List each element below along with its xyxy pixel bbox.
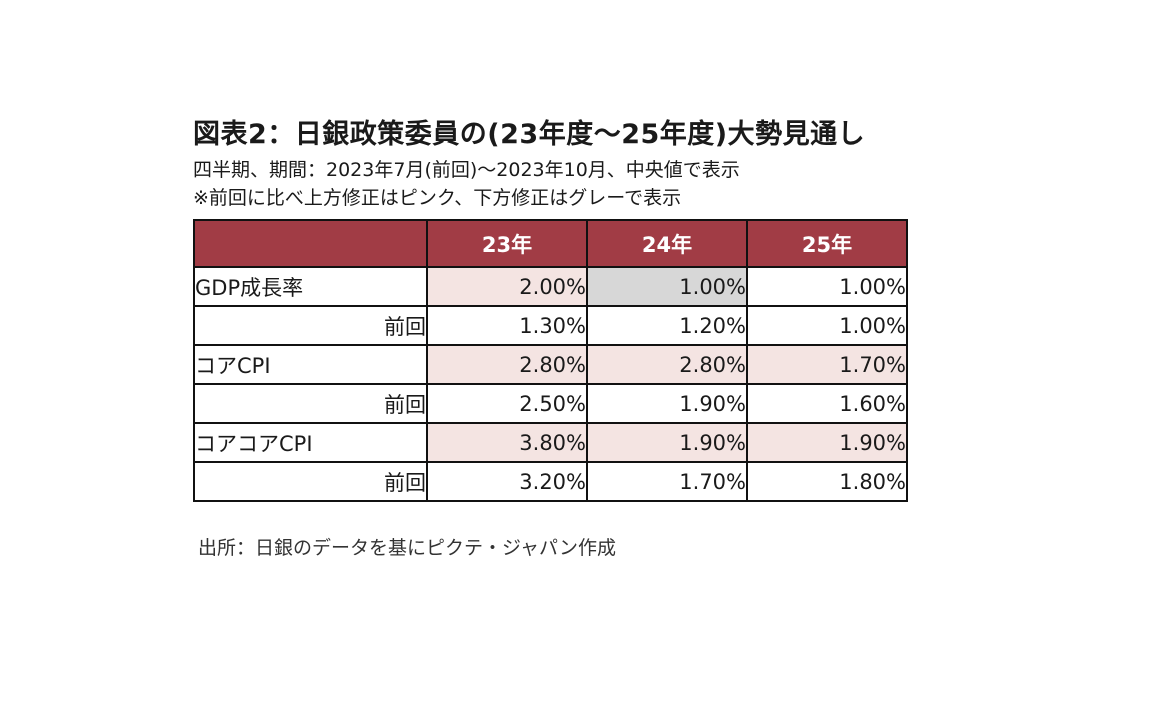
row-label-previous: 前回 bbox=[193, 305, 428, 346]
row-label-previous: 前回 bbox=[193, 383, 428, 424]
value-cell: 3.80% bbox=[426, 422, 588, 463]
figure-title: 図表2：日銀政策委員の(23年度～25年度)大勢見通し bbox=[193, 119, 866, 150]
value-cell: 1.80% bbox=[746, 461, 908, 502]
value-cell: 1.90% bbox=[586, 383, 748, 424]
value-cell: 1.00% bbox=[586, 266, 748, 307]
value-cell: 1.30% bbox=[426, 305, 588, 346]
value-cell: 1.70% bbox=[746, 344, 908, 385]
figure-subtitle-period: 四半期、期間：2023年7月(前回)～2023年10月、中央値で表示 bbox=[193, 159, 740, 181]
source-note: 出所：日銀のデータを基にピクテ・ジャパン作成 bbox=[198, 537, 617, 559]
outlook-table: 23年 24年 25年 GDP成長率 2.00% 1.00% 1.00% 前回 1.30%… bbox=[193, 219, 908, 502]
table-row: GDP成長率 2.00% 1.00% 1.00% bbox=[193, 266, 908, 307]
value-cell: 1.60% bbox=[746, 383, 908, 424]
table-row: 前回 1.30% 1.20% 1.00% bbox=[193, 305, 908, 346]
header-cell-25: 25年 bbox=[746, 219, 908, 268]
value-cell: 2.50% bbox=[426, 383, 588, 424]
table-row: コアコアCPI 3.80% 1.90% 1.90% bbox=[193, 422, 908, 463]
header-cell-24: 24年 bbox=[586, 219, 748, 268]
value-cell: 1.00% bbox=[746, 266, 908, 307]
table-row: 前回 3.20% 1.70% 1.80% bbox=[193, 461, 908, 502]
value-cell: 2.80% bbox=[426, 344, 588, 385]
table-row: 前回 2.50% 1.90% 1.60% bbox=[193, 383, 908, 424]
value-cell: 1.00% bbox=[746, 305, 908, 346]
row-label-previous: 前回 bbox=[193, 461, 428, 502]
figure-subtitle-legend-note: ※前回に比べ上方修正はピンク、下方修正はグレーで表示 bbox=[193, 187, 682, 209]
table-body: GDP成長率 2.00% 1.00% 1.00% 前回 1.30% 1.20% 1.00% コア… bbox=[193, 266, 908, 502]
value-cell: 1.90% bbox=[586, 422, 748, 463]
row-label-indicator: GDP成長率 bbox=[193, 266, 428, 307]
header-cell-23: 23年 bbox=[426, 219, 588, 268]
value-cell: 2.00% bbox=[426, 266, 588, 307]
value-cell: 2.80% bbox=[586, 344, 748, 385]
value-cell: 3.20% bbox=[426, 461, 588, 502]
table-header-row: 23年 24年 25年 bbox=[193, 219, 908, 268]
table-row: コアCPI 2.80% 2.80% 1.70% bbox=[193, 344, 908, 385]
row-label-indicator: コアコアCPI bbox=[193, 422, 428, 463]
row-label-indicator: コアCPI bbox=[193, 344, 428, 385]
value-cell: 1.90% bbox=[746, 422, 908, 463]
value-cell: 1.20% bbox=[586, 305, 748, 346]
value-cell: 1.70% bbox=[586, 461, 748, 502]
header-cell-label bbox=[193, 219, 428, 268]
